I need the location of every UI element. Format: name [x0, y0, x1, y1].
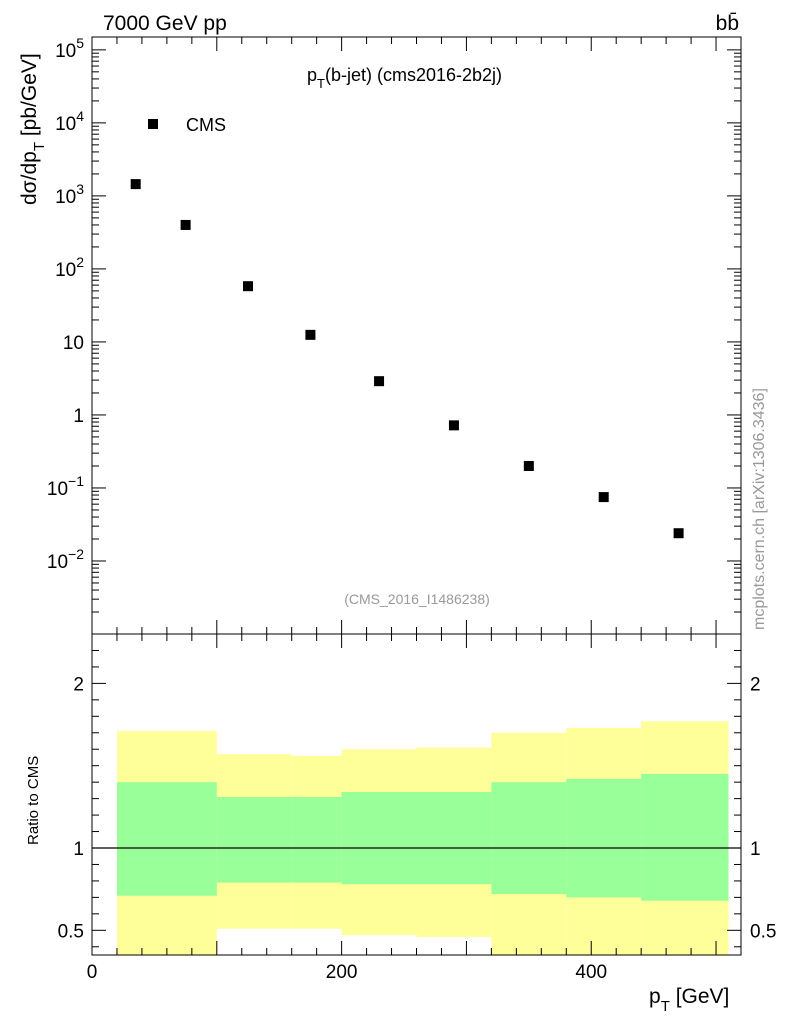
- plot-title: pT(b-jet) (cms2016-2b2j): [307, 65, 502, 91]
- x-tick-label: 400: [575, 962, 607, 983]
- legend: CMS: [148, 115, 226, 135]
- energy-label: 7000 GeV pp: [103, 12, 227, 35]
- ratio-y-tick-label-right: 1: [750, 839, 761, 860]
- y-tick-label: 105: [55, 35, 84, 62]
- legend-marker-cms: [148, 119, 158, 129]
- ratio-y-tick-label-left: 0.5: [58, 921, 84, 942]
- x-tick-label: 200: [326, 962, 358, 983]
- y-tick-label: 10−1: [47, 473, 84, 500]
- data-point-cms-2: [243, 281, 254, 292]
- band-stat-bin-1: [216, 796, 292, 883]
- band-stat-bin-4: [416, 792, 492, 885]
- y-tick-label: 102: [55, 254, 84, 281]
- data-point-cms-1: [180, 219, 191, 230]
- data-point-cms-8: [673, 528, 684, 539]
- y-tick-label: 103: [55, 181, 84, 208]
- data-point-cms-3: [305, 329, 316, 340]
- ratio-axis-label: Ratio to CMS: [25, 756, 42, 845]
- source-watermark: mcplots.cern.ch [arXiv:1306.3436]: [751, 388, 768, 630]
- y-tick-label: 10−2: [47, 546, 84, 573]
- ratio-y-tick-label-left: 2: [73, 674, 84, 695]
- y-axis-label: dσ/dpT [pb/GeV]: [18, 53, 48, 205]
- ratio-y-tick-label-right: 0.5: [750, 921, 776, 942]
- ratio-bands: [116, 721, 729, 955]
- y-tick-label: 10: [63, 333, 84, 354]
- x-axis-label: pT [GeV]: [649, 985, 729, 1015]
- ratio-axes: 0 200 400 0.5 0.5 1 1 2 2: [58, 633, 776, 983]
- data-point-cms-6: [523, 460, 534, 471]
- ratio-y-tick-label-left: 1: [73, 839, 84, 860]
- data-point-cms-0: [130, 179, 141, 190]
- y-tick-label: 104: [55, 108, 84, 135]
- x-tick-label: 0: [87, 962, 98, 983]
- legend-label-cms: CMS: [186, 115, 226, 135]
- band-stat-bin-7: [641, 773, 729, 901]
- data-point-cms-5: [448, 420, 459, 431]
- data-points: [130, 179, 684, 539]
- band-stat-bin-0: [116, 782, 217, 896]
- y-tick-label: 1: [73, 406, 84, 427]
- band-stat-bin-6: [566, 778, 642, 898]
- data-point-cms-4: [374, 376, 385, 387]
- ratio-y-tick-label-right: 2: [750, 674, 761, 695]
- band-stat-bin-3: [341, 792, 417, 885]
- process-label: bb̄: [716, 12, 739, 35]
- data-point-cms-7: [598, 492, 609, 503]
- band-stat-bin-2: [291, 796, 342, 883]
- analysis-label: (CMS_2016_I1486238): [344, 591, 490, 607]
- band-stat-bin-5: [491, 782, 567, 895]
